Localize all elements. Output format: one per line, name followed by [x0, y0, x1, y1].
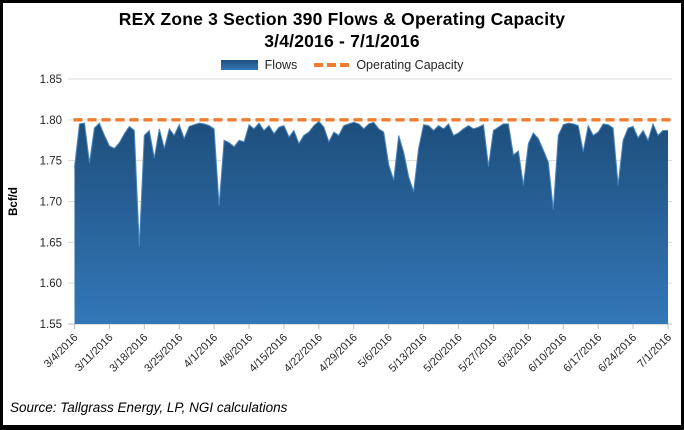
y-tick-label: 1.60: [40, 278, 62, 290]
flows-legend-label: Flows: [264, 58, 298, 72]
x-tick-label: 4/1/2016: [181, 332, 220, 371]
flows-line: [74, 120, 668, 247]
flows-legend-swatch-icon: [220, 60, 258, 70]
chart-canvas: 1.551.601.651.701.751.801.853/4/20163/11…: [8, 74, 674, 375]
y-tick-label: 1.55: [40, 319, 62, 331]
capacity-legend-label: Operating Capacity: [356, 58, 464, 72]
y-axis-title: Bcf/d: [8, 187, 20, 216]
x-tick-label: 5/27/2016: [456, 332, 499, 375]
x-tick-label: 7/1/2016: [635, 332, 674, 371]
x-tick-label: 4/29/2016: [317, 332, 360, 375]
y-tick-label: 1.65: [40, 237, 62, 249]
y-tick-label: 1.85: [40, 74, 62, 86]
chart-title-block: REX Zone 3 Section 390 Flows & Operating…: [3, 8, 681, 52]
x-tick-label: 6/24/2016: [596, 332, 639, 375]
chart-title: REX Zone 3 Section 390 Flows & Operating…: [118, 9, 566, 29]
y-tick-label: 1.75: [40, 156, 62, 168]
flows-area: [74, 121, 668, 324]
capacity-legend-dash-icon: [314, 63, 350, 67]
y-tick-label: 1.80: [40, 115, 62, 127]
chart-legend: Flows Operating Capacity: [3, 58, 681, 72]
chart-subtitle: 3/4/2016 - 7/1/2016: [264, 31, 420, 51]
x-tick-label: 3/25/2016: [142, 332, 185, 375]
source-note: Source: Tallgrass Energy, LP, NGI calcul…: [10, 400, 288, 415]
y-tick-label: 1.70: [40, 197, 62, 209]
